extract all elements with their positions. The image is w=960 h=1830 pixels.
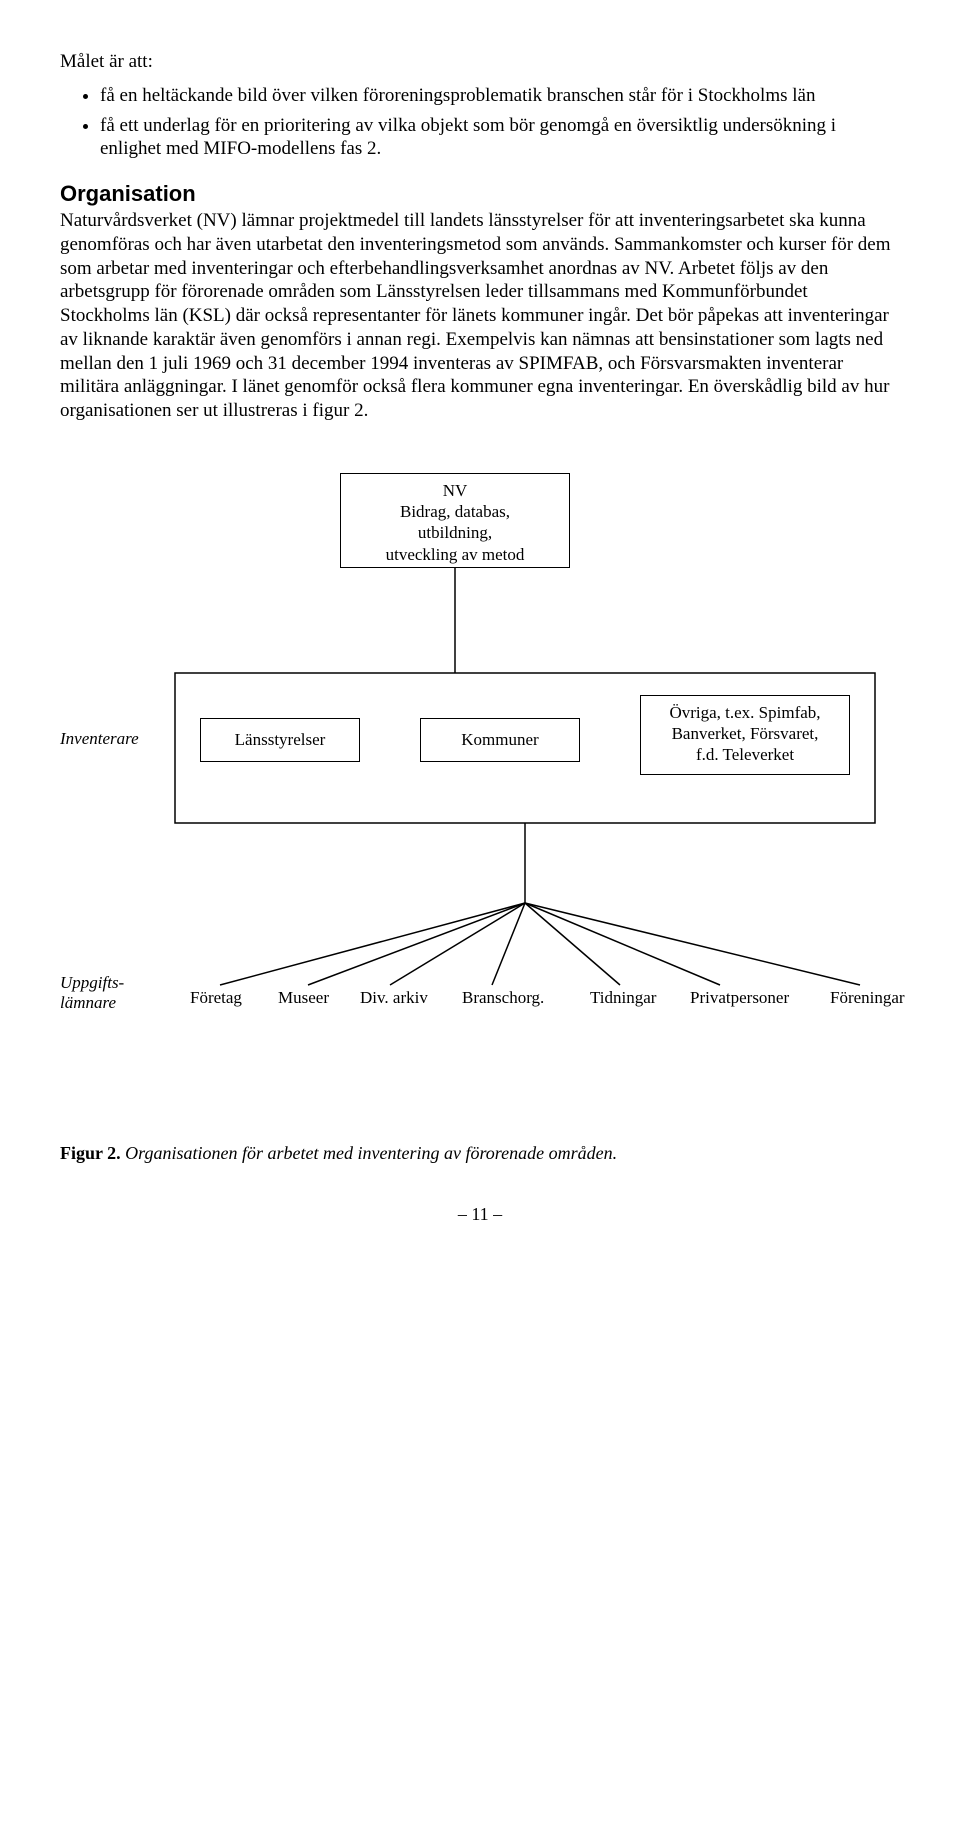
intro-line: Målet är att: xyxy=(60,50,900,74)
goal-item: få en heltäckande bild över vilken föror… xyxy=(100,84,900,108)
leaf-6: Föreningar xyxy=(830,988,905,1008)
organisation-body: Naturvårdsverket (NV) lämnar projektmede… xyxy=(60,209,900,423)
side-label-uppgift_l2: lämnare xyxy=(60,993,116,1013)
side-label-uppgift_l1: Uppgifts- xyxy=(60,973,124,993)
figure-caption: Figur 2. Organisationen för arbetet med … xyxy=(60,1143,900,1164)
node-lansstyrelser: Länsstyrelser xyxy=(200,718,360,762)
leaf-0: Företag xyxy=(190,988,242,1008)
goal-list: få en heltäckande bild över vilken föror… xyxy=(60,84,900,161)
node-ovriga: Övriga, t.ex. Spimfab,Banverket, Försvar… xyxy=(640,695,850,775)
node-nv: NVBidrag, databas,utbildning,utveckling … xyxy=(340,473,570,568)
figure-caption-text: Organisationen för arbetet med inventeri… xyxy=(121,1143,617,1163)
page-number: – 11 – xyxy=(60,1204,900,1225)
section-heading-organisation: Organisation xyxy=(60,181,900,207)
leaf-5: Privatpersoner xyxy=(690,988,789,1008)
goal-item: få ett underlag för en prioritering av v… xyxy=(100,114,900,162)
leaf-3: Branschorg. xyxy=(462,988,544,1008)
org-diagram: NVBidrag, databas,utbildning,utveckling … xyxy=(60,473,900,1113)
leaf-4: Tidningar xyxy=(590,988,656,1008)
leaf-2: Div. arkiv xyxy=(360,988,428,1008)
side-label-inventerare: Inventerare xyxy=(60,729,139,749)
diagram-connectors xyxy=(60,473,900,1113)
leaf-1: Museer xyxy=(278,988,329,1008)
node-kommuner: Kommuner xyxy=(420,718,580,762)
figure-label: Figur 2. xyxy=(60,1143,121,1163)
